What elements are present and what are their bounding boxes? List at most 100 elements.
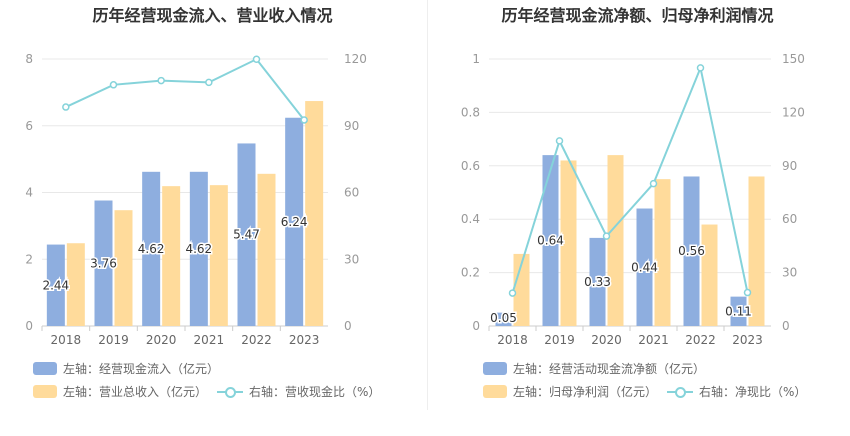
bar-cash-inflow bbox=[46, 244, 65, 326]
x-tick-label: 2021 bbox=[638, 333, 669, 347]
legend-item-net-profit[interactable]: 左轴：归母净利润（亿元） bbox=[483, 383, 657, 400]
legend-label: 左轴：经营活动现金流净额（亿元） bbox=[513, 362, 706, 376]
y-right-tick-label: 0 bbox=[782, 319, 790, 333]
x-tick-label: 2019 bbox=[544, 333, 575, 347]
y-right-tick-label: 120 bbox=[782, 105, 805, 119]
y-right-tick-label: 30 bbox=[782, 266, 797, 280]
y-left-tick-label: 0.2 bbox=[461, 266, 480, 280]
bar-cash-inflow bbox=[285, 117, 304, 327]
x-tick-label: 2022 bbox=[241, 333, 272, 347]
data-label: 0.56 bbox=[678, 244, 705, 258]
ratio-point bbox=[252, 55, 261, 63]
legend-line-marker bbox=[667, 385, 693, 399]
bar-cash-inflow bbox=[189, 171, 208, 326]
y-right-tick-label: 60 bbox=[344, 186, 359, 200]
y-left-tick-label: 2 bbox=[25, 252, 33, 266]
data-label: 4.62 bbox=[138, 242, 165, 256]
bar-revenue bbox=[257, 173, 276, 326]
bar-revenue bbox=[114, 210, 133, 326]
data-label: 3.76 bbox=[90, 256, 117, 270]
x-tick-label: 2023 bbox=[289, 333, 320, 347]
data-label: 4.62 bbox=[185, 242, 212, 256]
y-left-tick-label: 1 bbox=[472, 52, 480, 66]
ratio-line bbox=[65, 57, 305, 121]
bar-net-cashflow bbox=[495, 312, 512, 326]
legend-swatch-blue bbox=[483, 362, 507, 375]
x-tick-label: 2018 bbox=[51, 333, 82, 347]
legend-label: 左轴：营业总收入（亿元） bbox=[63, 385, 208, 399]
ratio-point bbox=[205, 78, 213, 87]
ratio-point bbox=[602, 232, 611, 240]
ratio-line bbox=[511, 64, 749, 294]
bar-revenue bbox=[305, 101, 324, 327]
x-tick-label: 2022 bbox=[685, 333, 716, 347]
x-tick-label: 2023 bbox=[732, 333, 763, 347]
chart-panel-left: 历年经营现金流入、营业收入情况 0 0 2 30 4 60 6 90 8 120 2018 2019 2… bbox=[25, 6, 380, 400]
legend-item-revenue[interactable]: 左轴：营业总收入（亿元） bbox=[33, 383, 207, 400]
y-left-tick-label: 0 bbox=[472, 319, 480, 333]
legend-item-inflow[interactable]: 左轴：经营现金流入（亿元） bbox=[33, 360, 219, 377]
ratio-point bbox=[109, 81, 118, 89]
ratio-point bbox=[157, 76, 165, 85]
y-left-tick-label: 0.6 bbox=[461, 159, 480, 173]
chart-plot-right: 0 0 0.2 30 0.4 60 0.6 90 0.8 120 1 150 2018 2019 2020 2… bbox=[461, 52, 805, 347]
x-tick-label: 2018 bbox=[497, 333, 528, 347]
y-right-tick-label: 90 bbox=[344, 119, 359, 133]
ratio-point bbox=[696, 64, 705, 72]
legend-label: 左轴：经营现金流入（亿元） bbox=[63, 362, 220, 376]
data-label: 2.44 bbox=[42, 278, 69, 292]
y-left-tick-label: 6 bbox=[25, 119, 33, 133]
y-left-tick-label: 0.8 bbox=[461, 105, 480, 119]
legend-label: 右轴：净现比（%） bbox=[699, 385, 807, 399]
y-right-tick-label: 120 bbox=[344, 52, 367, 66]
bar-revenue bbox=[209, 185, 228, 326]
bar-revenue bbox=[162, 186, 181, 326]
chart-title: 历年经营现金流入、营业收入情况 bbox=[92, 6, 333, 25]
panel-divider bbox=[427, 0, 428, 410]
y-right-tick-label: 0 bbox=[344, 319, 352, 333]
data-label: 0.33 bbox=[584, 275, 611, 289]
chart-plot-left: 0 0 2 30 4 60 6 90 8 120 2018 2019 2020 2021 2022 2023 2… bbox=[25, 52, 367, 347]
bar-net-cashflow bbox=[636, 208, 653, 326]
y-right-tick-label: 90 bbox=[782, 159, 797, 173]
y-right-tick-label: 30 bbox=[344, 252, 359, 266]
bar-net-profit bbox=[654, 179, 671, 326]
y-left-tick-label: 0.4 bbox=[461, 212, 480, 226]
legend-swatch-yellow bbox=[483, 385, 507, 398]
ratio-point bbox=[555, 137, 564, 145]
legend-line-marker bbox=[217, 385, 243, 399]
bar-net-cashflow bbox=[683, 176, 700, 326]
legend-swatch-yellow bbox=[33, 385, 57, 398]
bar-net-profit bbox=[560, 160, 577, 326]
y-left-tick-label: 0 bbox=[25, 319, 33, 333]
bar-net-cashflow bbox=[589, 237, 606, 326]
data-label: 0.11 bbox=[725, 304, 752, 318]
bar-net-profit bbox=[513, 253, 530, 326]
bar-net-profit bbox=[748, 176, 765, 326]
x-tick-label: 2020 bbox=[591, 333, 622, 347]
data-label: 0.64 bbox=[537, 234, 564, 248]
bar-net-cashflow bbox=[542, 155, 559, 326]
chart-panel-right: 历年经营现金流净额、归母净利润情况 0 0 0.2 30 0.4 60 0.6 90 0.8 12… bbox=[425, 0, 850, 436]
x-tick-label: 2021 bbox=[194, 333, 225, 347]
legend-item-net-cash-ratio[interactable]: 右轴：净现比（%） bbox=[667, 383, 806, 400]
bar-cash-inflow bbox=[94, 200, 113, 326]
ratio-point bbox=[743, 288, 752, 297]
y-left-tick-label: 4 bbox=[25, 186, 33, 200]
bar-revenue bbox=[66, 243, 85, 326]
bar-cash-inflow bbox=[237, 143, 256, 326]
legend-item-ratio[interactable]: 右轴：营收现金比（%） bbox=[217, 383, 380, 400]
ratio-point bbox=[300, 116, 308, 124]
y-left-tick-label: 8 bbox=[25, 52, 33, 66]
bar-net-profit bbox=[701, 224, 718, 326]
chart-title: 历年经营现金流净额、归母净利润情况 bbox=[501, 6, 774, 25]
bar-net-profit bbox=[607, 155, 624, 326]
data-label: 5.47 bbox=[233, 228, 260, 242]
legend-item-net-cashflow[interactable]: 左轴：经营活动现金流净额（亿元） bbox=[483, 360, 705, 377]
x-tick-label: 2019 bbox=[98, 333, 129, 347]
x-tick-label: 2020 bbox=[146, 333, 177, 347]
data-label: 0.44 bbox=[631, 260, 658, 274]
bar-net-cashflow bbox=[730, 296, 747, 326]
bar-cash-inflow bbox=[142, 171, 161, 326]
legend-label: 左轴：归母净利润（亿元） bbox=[513, 385, 658, 399]
